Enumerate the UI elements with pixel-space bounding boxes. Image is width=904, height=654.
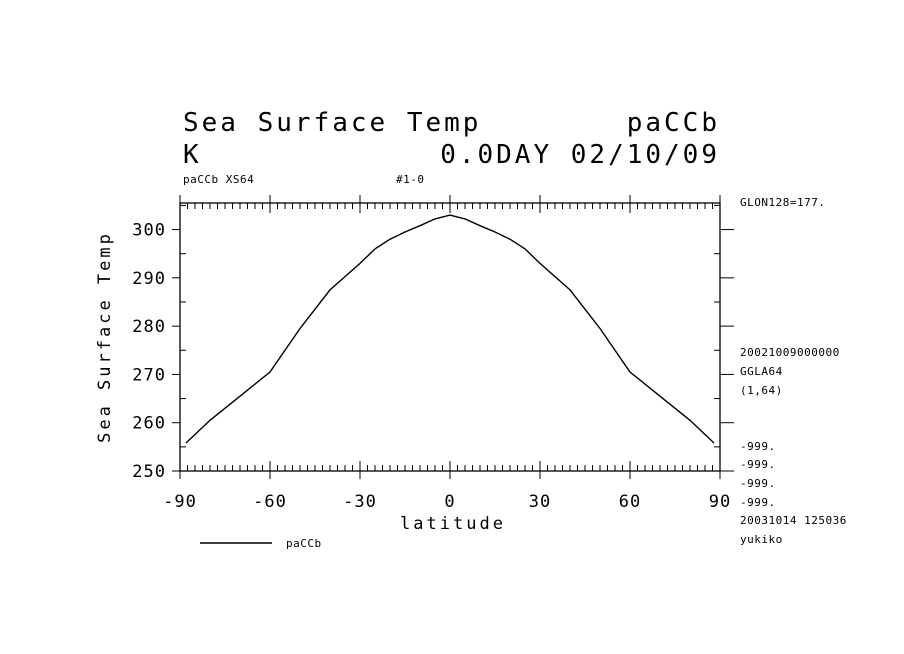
chart-time-label: 0.0DAY 02/10/09 [440, 140, 720, 170]
chart-subtitle-left: paCCb XS64 [183, 173, 254, 186]
x-axis-label: latitude [400, 514, 506, 534]
annotation-missing-4: -999. [740, 496, 776, 509]
y-tick-label: 280 [132, 317, 166, 337]
x-tick-label: 90 [709, 492, 731, 512]
x-tick-label: 30 [529, 492, 551, 512]
y-axis-label: Sea Surface Temp [95, 231, 115, 443]
x-tick-label: -60 [253, 492, 287, 512]
x-tick-label: -90 [163, 492, 197, 512]
y-tick-label: 300 [132, 221, 166, 241]
axis-ticks [172, 195, 734, 479]
annotation-missing-3: -999. [740, 477, 776, 490]
x-tick-label: 0 [444, 492, 455, 512]
annotation-missing-1: -999. [740, 440, 776, 453]
x-tick-label: 60 [619, 492, 641, 512]
plot-frame [179, 202, 721, 472]
chart-title: Sea Surface Temp [183, 108, 481, 138]
legend-label: paCCb [286, 537, 322, 550]
annotation-grid: GGLA64 [740, 365, 783, 378]
annotation-glon: GLON128=177. [740, 196, 825, 209]
y-tick-label: 260 [132, 414, 166, 434]
y-tick-label: 250 [132, 462, 166, 482]
series-line-paccb [185, 214, 715, 444]
chart-subtitle-mid: #1-0 [396, 173, 425, 186]
annotation-missing-2: -999. [740, 458, 776, 471]
chart-title-right: paCCb [627, 108, 720, 138]
x-tick-label: -30 [343, 492, 377, 512]
annotation-range: (1,64) [740, 384, 783, 397]
chart-units: K [183, 140, 202, 170]
y-tick-label: 270 [132, 365, 166, 385]
y-tick-labels: 250 260 270 280 290 300 [132, 221, 166, 482]
y-tick-label: 290 [132, 269, 166, 289]
annotation-created: 20031014 125036 [740, 514, 847, 527]
annotation-user: yukiko [740, 533, 783, 546]
x-tick-labels: -90 -60 -30 0 30 60 90 [163, 492, 731, 512]
annotation-datetime: 20021009000000 [740, 346, 840, 359]
